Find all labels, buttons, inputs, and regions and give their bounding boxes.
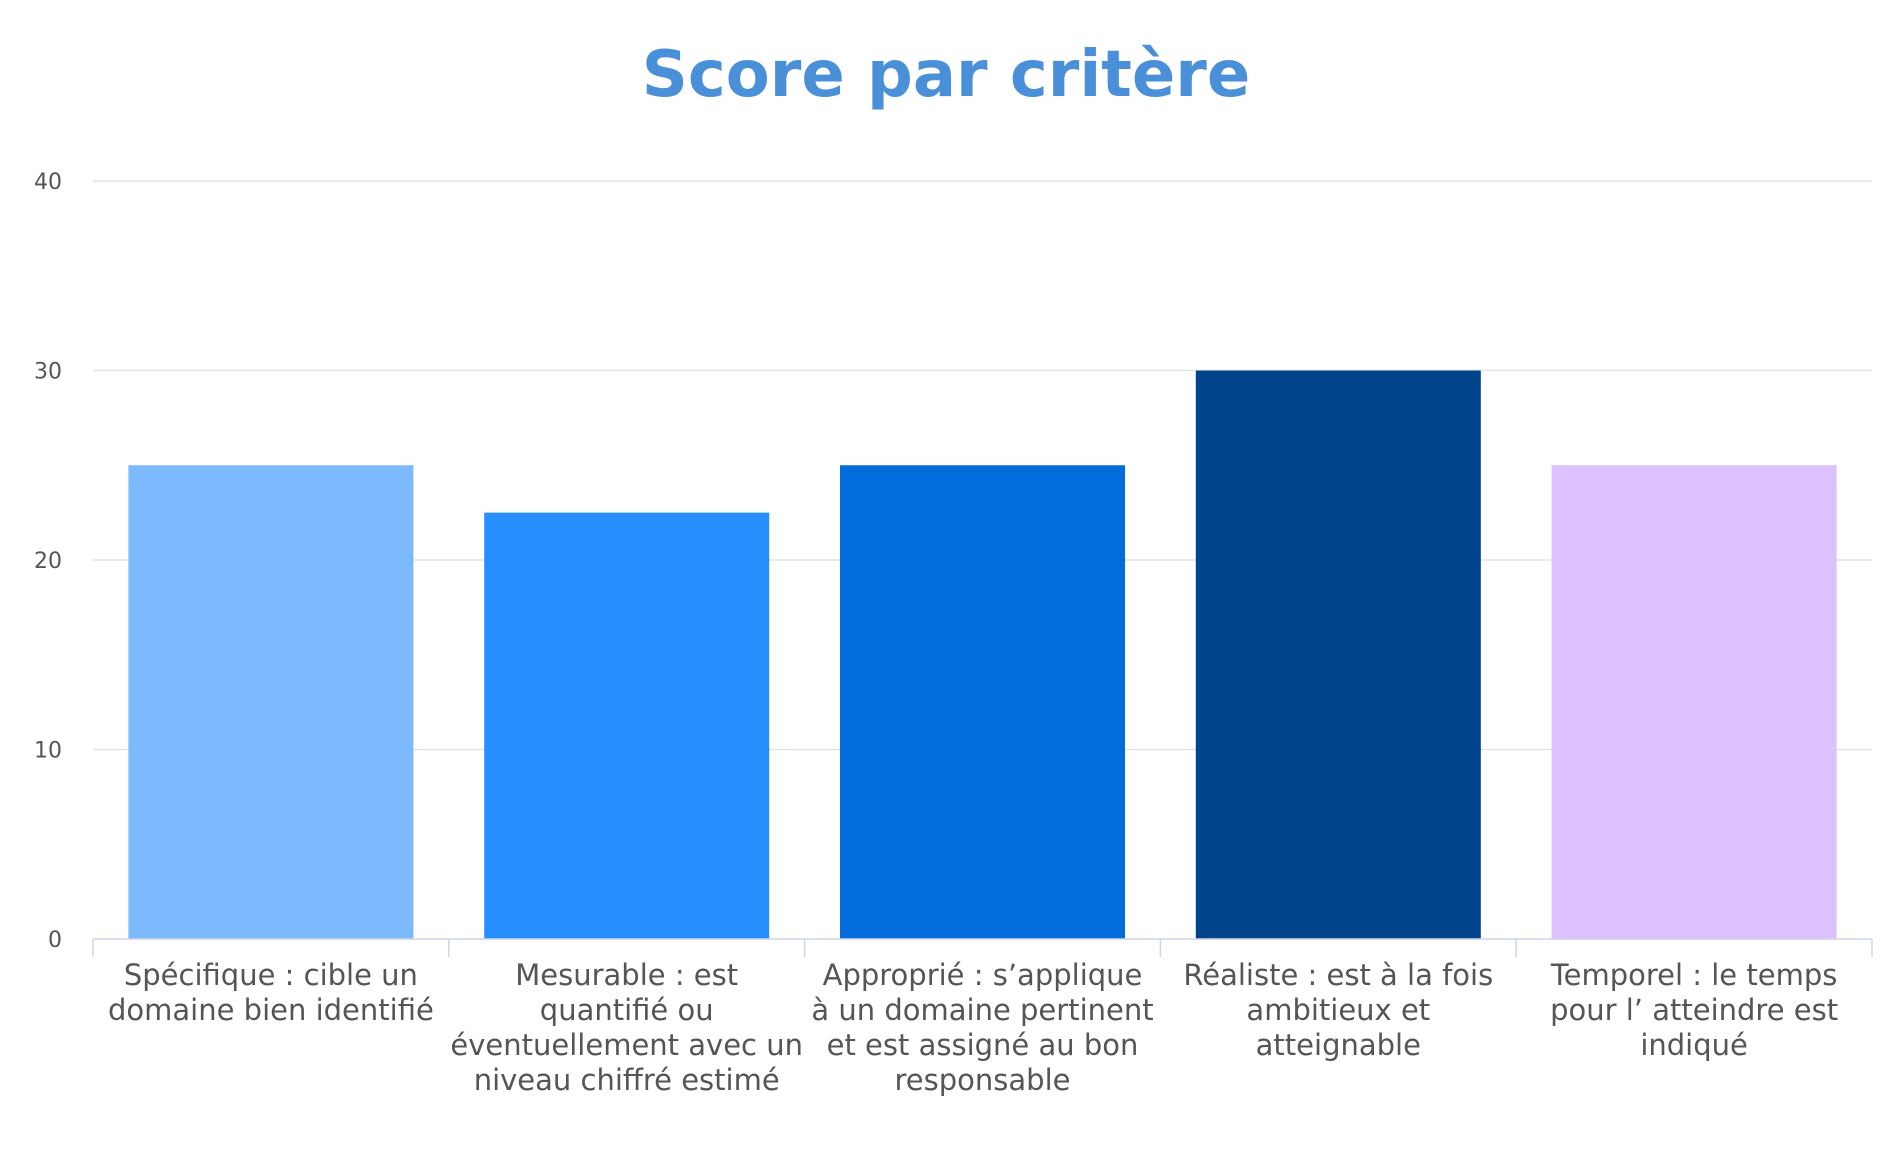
x-category-label-line: niveau chiffré estimé — [474, 1063, 780, 1097]
x-category-label-line: et est assigné au bon — [827, 1028, 1139, 1062]
x-category-label-line: indiqué — [1640, 1028, 1748, 1062]
x-axis-labels: Spécifique : cible un domaine bien identi… — [108, 958, 1838, 1097]
x-category-label-line: pour l’ atteindre est — [1550, 993, 1838, 1027]
bar[interactable] — [1551, 465, 1837, 939]
y-tick-label: 30 — [34, 360, 62, 385]
bar[interactable] — [840, 465, 1125, 939]
x-category-label-line: Temporel : le temps — [1550, 958, 1838, 992]
x-category-label-line: Mesurable : est — [515, 958, 738, 992]
y-tick-label: 0 — [48, 928, 62, 953]
bar[interactable] — [1195, 370, 1481, 940]
bar[interactable] — [128, 465, 414, 939]
x-category-label-line: Spécifique : cible un — [124, 958, 418, 992]
x-category-label-line: domaine bien identifié — [108, 993, 434, 1027]
x-axis — [92, 938, 1873, 957]
x-category-label-line: ambitieux et — [1246, 993, 1430, 1027]
x-category-label-line: Approprié : s’applique — [823, 958, 1143, 992]
bars-layer — [128, 370, 1837, 940]
x-category-label: Temporel : le temps pour l’ atteindre est… — [1550, 958, 1838, 1062]
x-category-label-line: atteignable — [1256, 1028, 1421, 1062]
x-category-label: Réaliste : est à la fois ambitieux et atte… — [1183, 958, 1493, 1062]
x-category-label-line: responsable — [895, 1063, 1071, 1097]
y-tick-label: 20 — [34, 549, 62, 574]
y-axis-ticks: 0 10 20 30 40 — [34, 170, 62, 953]
y-tick-label: 10 — [34, 739, 62, 764]
chart-title: Score par critère — [642, 38, 1251, 112]
x-category-label-line: éventuellement avec un — [450, 1028, 803, 1062]
y-tick-label: 40 — [34, 170, 62, 195]
x-category-label: Mesurable : est quantifié ou éventuellemen… — [450, 958, 803, 1097]
x-category-label: Approprié : s’applique à un domaine perti… — [811, 958, 1153, 1097]
x-category-label: Spécifique : cible un domaine bien identi… — [108, 958, 434, 1027]
bar[interactable] — [484, 512, 770, 939]
x-category-label-line: quantifié ou — [540, 993, 714, 1027]
x-category-label-line: à un domaine pertinent — [811, 993, 1153, 1027]
x-category-label-line: Réaliste : est à la fois — [1183, 958, 1493, 992]
